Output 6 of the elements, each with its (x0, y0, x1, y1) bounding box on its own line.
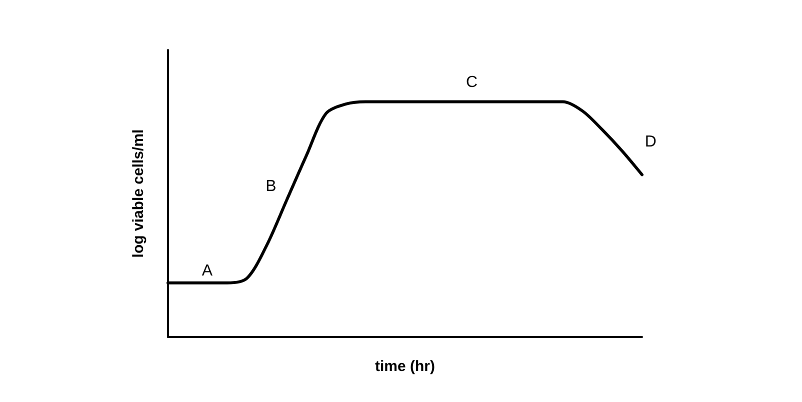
y-axis-title: log viable cells/ml (130, 129, 147, 258)
text: C (466, 74, 478, 91)
x-axis-title: time (hr) (375, 358, 436, 375)
text: D (644, 133, 656, 150)
annotation: A (202, 262, 213, 280)
annotation: B (266, 178, 276, 196)
